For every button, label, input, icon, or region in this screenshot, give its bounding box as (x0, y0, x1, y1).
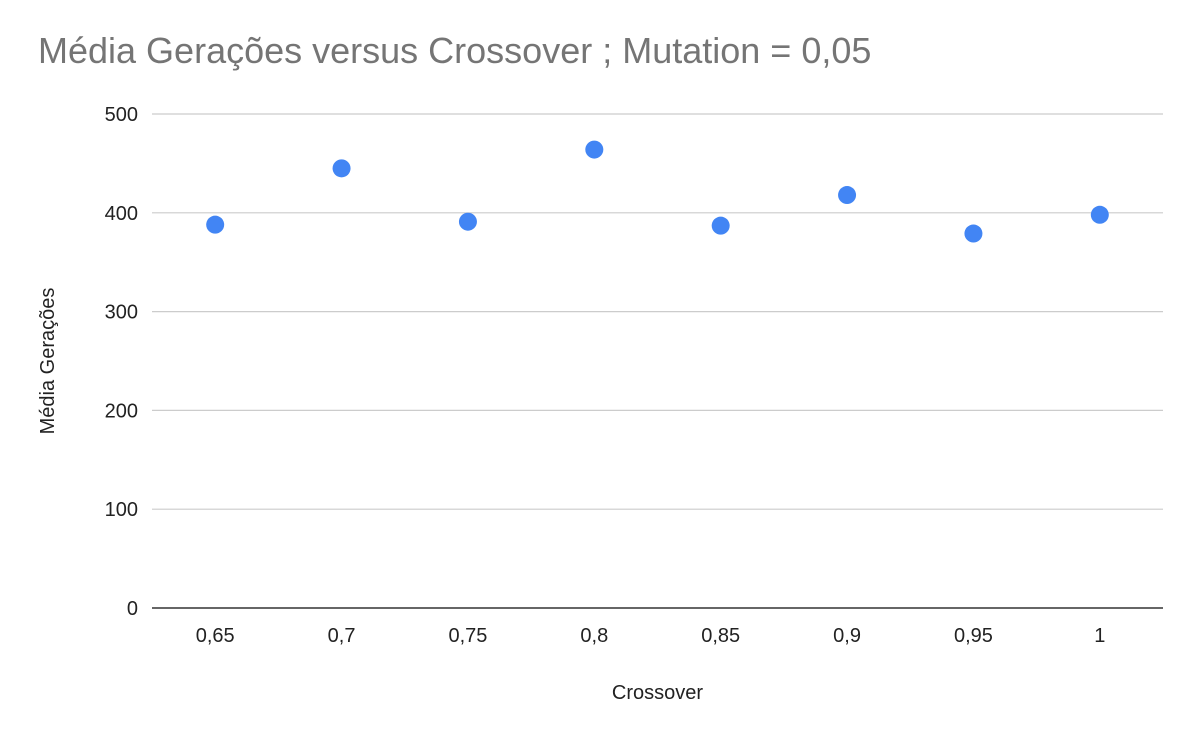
y-tick-labels: 0 100 200 300 400 500 (105, 104, 138, 620)
data-point (585, 140, 604, 159)
x-tick-label: 0,65 (196, 625, 235, 647)
data-point (458, 212, 477, 231)
x-tick-label: 0,9 (833, 625, 861, 647)
y-tick-label: 0 (127, 598, 138, 620)
y-tick-label: 100 (105, 499, 138, 521)
y-axis-title: Média Gerações (37, 288, 59, 435)
data-point (711, 216, 730, 235)
x-tick-label: 0,95 (954, 625, 993, 647)
data-point (838, 186, 857, 205)
gridlines (152, 113, 1163, 510)
data-points (206, 140, 1109, 243)
x-axis-title: Crossover (612, 682, 703, 704)
x-tick-label: 0,8 (580, 625, 608, 647)
x-tick-label: 0,85 (701, 625, 740, 647)
x-tick-label: 0,7 (328, 625, 356, 647)
x-tick-label: 0,75 (448, 625, 487, 647)
chart-title: Média Gerações versus Crossover ; Mutati… (38, 30, 872, 71)
data-point (206, 215, 225, 234)
data-point (964, 224, 983, 243)
x-tick-labels: 0,65 0,7 0,75 0,8 0,85 0,9 0,95 1 (196, 625, 1106, 647)
y-tick-label: 400 (105, 203, 138, 225)
y-tick-label: 500 (105, 104, 138, 126)
y-tick-label: 200 (105, 400, 138, 422)
x-tick-label: 1 (1094, 625, 1105, 647)
data-point (1090, 205, 1109, 224)
y-tick-label: 300 (105, 302, 138, 324)
data-point (332, 159, 351, 178)
